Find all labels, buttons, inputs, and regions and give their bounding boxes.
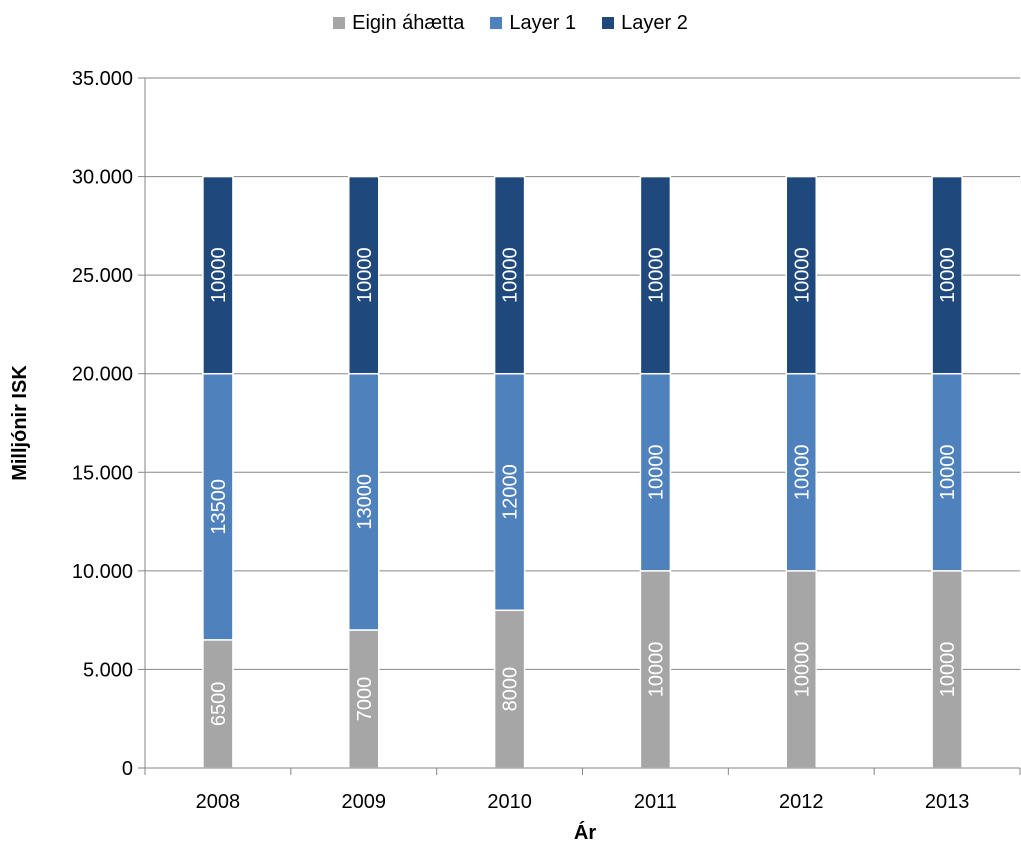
x-tick-label: 2008	[196, 791, 241, 813]
bar-segment-eigin-h-tta	[348, 629, 380, 769]
y-tick-label: 35.000	[72, 68, 133, 90]
legend-swatch-layer-1	[490, 17, 503, 29]
bar-segment-layer-2	[348, 175, 380, 375]
y-tick-label: 5.000	[83, 659, 133, 681]
data-label: 10000	[937, 642, 959, 698]
legend-label-layer-1: Layer 1	[509, 11, 577, 34]
x-tick-label: 2011	[634, 791, 677, 813]
legend: Eigin áhætta Layer 1 Layer 2	[0, 8, 1021, 38]
legend-item-eigin-ahaetta: Eigin áhætta	[333, 12, 464, 35]
data-label: 10000	[354, 247, 376, 303]
data-label: 10000	[937, 247, 959, 303]
data-label: 10000	[791, 642, 813, 698]
data-label: 10000	[645, 642, 667, 698]
y-tick-label: 30.000	[72, 167, 133, 189]
bar-segment-layer-2	[639, 175, 672, 375]
data-label: 10000	[791, 247, 813, 303]
bar-segment-layer-1	[202, 372, 234, 641]
bar-segment-eigin-h-tta	[785, 570, 817, 769]
legend-item-layer-2: Layer 2	[602, 12, 688, 35]
data-label: 7000	[354, 677, 376, 722]
y-axis-title: Milljónir ISK	[9, 365, 31, 481]
legend-swatch-layer-2	[602, 17, 615, 29]
bar-segment-layer-1	[348, 372, 380, 631]
bar-segment-layer-2	[493, 175, 526, 375]
axes: 0 5.000 10.000 15.000 20.000 25.000 30.000 35.0…	[72, 68, 1021, 813]
data-label: 10000	[500, 247, 522, 303]
y-tick-label: 25.000	[72, 265, 133, 287]
data-label: 6500	[208, 682, 230, 727]
x-tick-label: 2010	[487, 791, 532, 813]
bars	[202, 175, 963, 769]
y-tick-label: 15.000	[72, 462, 133, 484]
data-label: 10000	[645, 444, 667, 500]
x-tick-label: 2009	[342, 791, 387, 813]
legend-label-eigin-ahaetta: Eigin áhætta	[352, 11, 465, 34]
legend-swatch-eigin-ahaetta	[333, 17, 346, 29]
y-tick-label: 0	[122, 758, 133, 780]
bar-segment-eigin-h-tta	[931, 570, 963, 769]
data-labels: 6500 13500 10000 7000 13000 10000 8000 12000 100…	[208, 247, 959, 726]
x-tick-label: 2012	[779, 791, 824, 813]
gridlines	[145, 77, 1020, 670]
bar-segment-layer-1	[785, 372, 817, 572]
y-tick-label: 20.000	[72, 364, 133, 386]
data-label: 10000	[937, 444, 959, 500]
data-label: 13000	[354, 474, 376, 530]
legend-item-layer-1: Layer 1	[490, 12, 576, 35]
data-label: 10000	[645, 247, 667, 303]
data-label: 8000	[500, 667, 522, 712]
data-label: 13500	[208, 479, 230, 535]
bar-segment-layer-2	[931, 175, 963, 375]
legend-label-layer-2: Layer 2	[621, 11, 688, 34]
x-tick-label: 2013	[925, 791, 970, 813]
bar-segment-layer-1	[931, 372, 963, 572]
bar-segment-layer-1	[493, 372, 526, 612]
bar-segment-layer-2	[785, 175, 817, 375]
data-label: 10000	[208, 247, 230, 303]
y-tick-label: 10.000	[72, 561, 133, 583]
data-label: 10000	[791, 444, 813, 500]
data-label: 12000	[500, 464, 522, 520]
bar-segment-layer-2	[202, 175, 234, 375]
x-axis-title: Ár	[574, 821, 596, 844]
